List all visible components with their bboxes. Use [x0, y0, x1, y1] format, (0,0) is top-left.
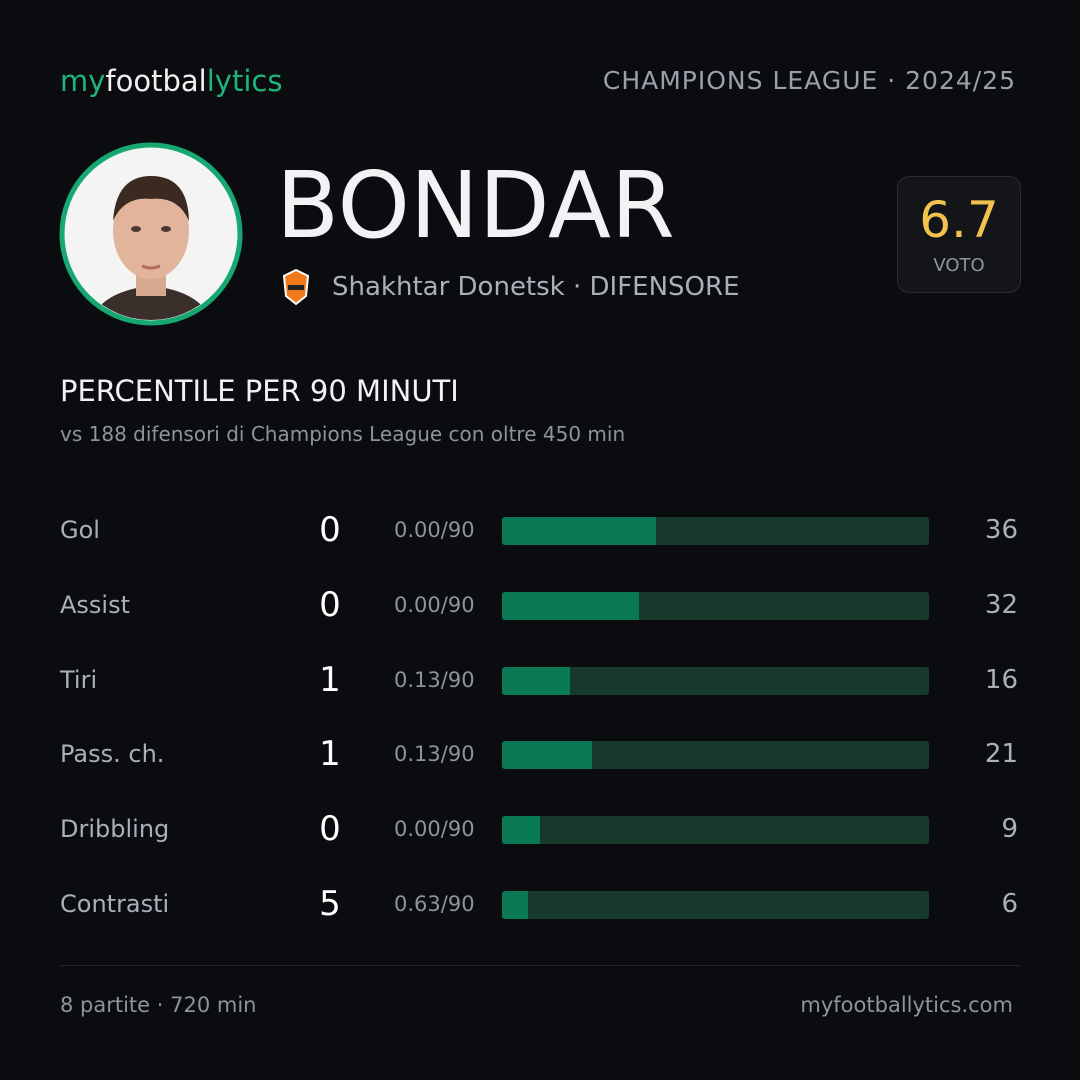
player-name: BONDAR	[276, 152, 675, 259]
rating-box: 6.7 VOTO	[897, 176, 1021, 293]
brand: myfootballytics	[60, 64, 282, 98]
stat-per90: 0.00/90	[394, 518, 475, 542]
footer-right: myfootballytics.com	[800, 993, 1013, 1017]
bar	[502, 591, 639, 620]
stat-total: 1	[319, 659, 341, 700]
stat-total: 0	[319, 809, 341, 850]
rating-label: VOTO	[933, 255, 985, 276]
stat-per90: 0.13/90	[394, 667, 475, 692]
footer-left: 8 partite · 720 min	[60, 993, 257, 1017]
stat-percentile: 21	[984, 739, 1018, 770]
bar-track	[502, 816, 929, 845]
divider	[60, 965, 1020, 966]
bar	[502, 891, 528, 919]
bar-track	[502, 741, 929, 770]
stat-per90: 0.13/90	[394, 742, 475, 767]
stat-total: 0	[319, 584, 341, 625]
stat-total: 1	[319, 734, 341, 775]
stat-per90: 0.00/90	[394, 592, 475, 617]
rating: 6.7	[919, 191, 999, 249]
stat-total: 5	[319, 884, 341, 924]
stat-label: Dribbling	[60, 815, 170, 844]
team-line: Shakhtar Donetsk · DIFENSORE	[332, 272, 740, 302]
bar-track	[502, 517, 929, 545]
bar	[502, 816, 541, 845]
stat-percentile: 36	[984, 515, 1018, 545]
stat-label: Gol	[60, 516, 100, 544]
stat-per90: 0.00/90	[394, 817, 475, 842]
player-photo	[59, 142, 243, 326]
stat-label: Tiri	[60, 665, 98, 694]
competition: CHAMPIONS LEAGUE · 2024/25	[602, 66, 1016, 95]
stat-label: Assist	[60, 590, 131, 619]
brand-part: lytics	[206, 64, 283, 98]
stat-percentile: 9	[1001, 814, 1018, 845]
club-crest	[282, 268, 310, 306]
bar	[502, 741, 592, 770]
section-subtitle: vs 188 difensori di Champions League con…	[60, 422, 626, 446]
stat-label: Contrasti	[60, 890, 170, 918]
bar-track	[502, 591, 929, 620]
section-title: PERCENTILE PER 90 MINUTI	[60, 374, 459, 408]
bar	[502, 666, 571, 695]
bar-track	[502, 666, 929, 695]
stat-total: 0	[319, 510, 341, 550]
stat-label: Pass. ch.	[60, 740, 165, 769]
bar	[502, 517, 656, 545]
stat-percentile: 6	[1001, 889, 1018, 919]
stat-per90: 0.63/90	[394, 892, 475, 916]
stat-percentile: 32	[984, 589, 1018, 620]
brand-part: footbal	[105, 64, 207, 98]
stat-percentile: 16	[984, 664, 1018, 695]
bar-track	[502, 891, 929, 919]
brand-part: my	[60, 64, 106, 98]
